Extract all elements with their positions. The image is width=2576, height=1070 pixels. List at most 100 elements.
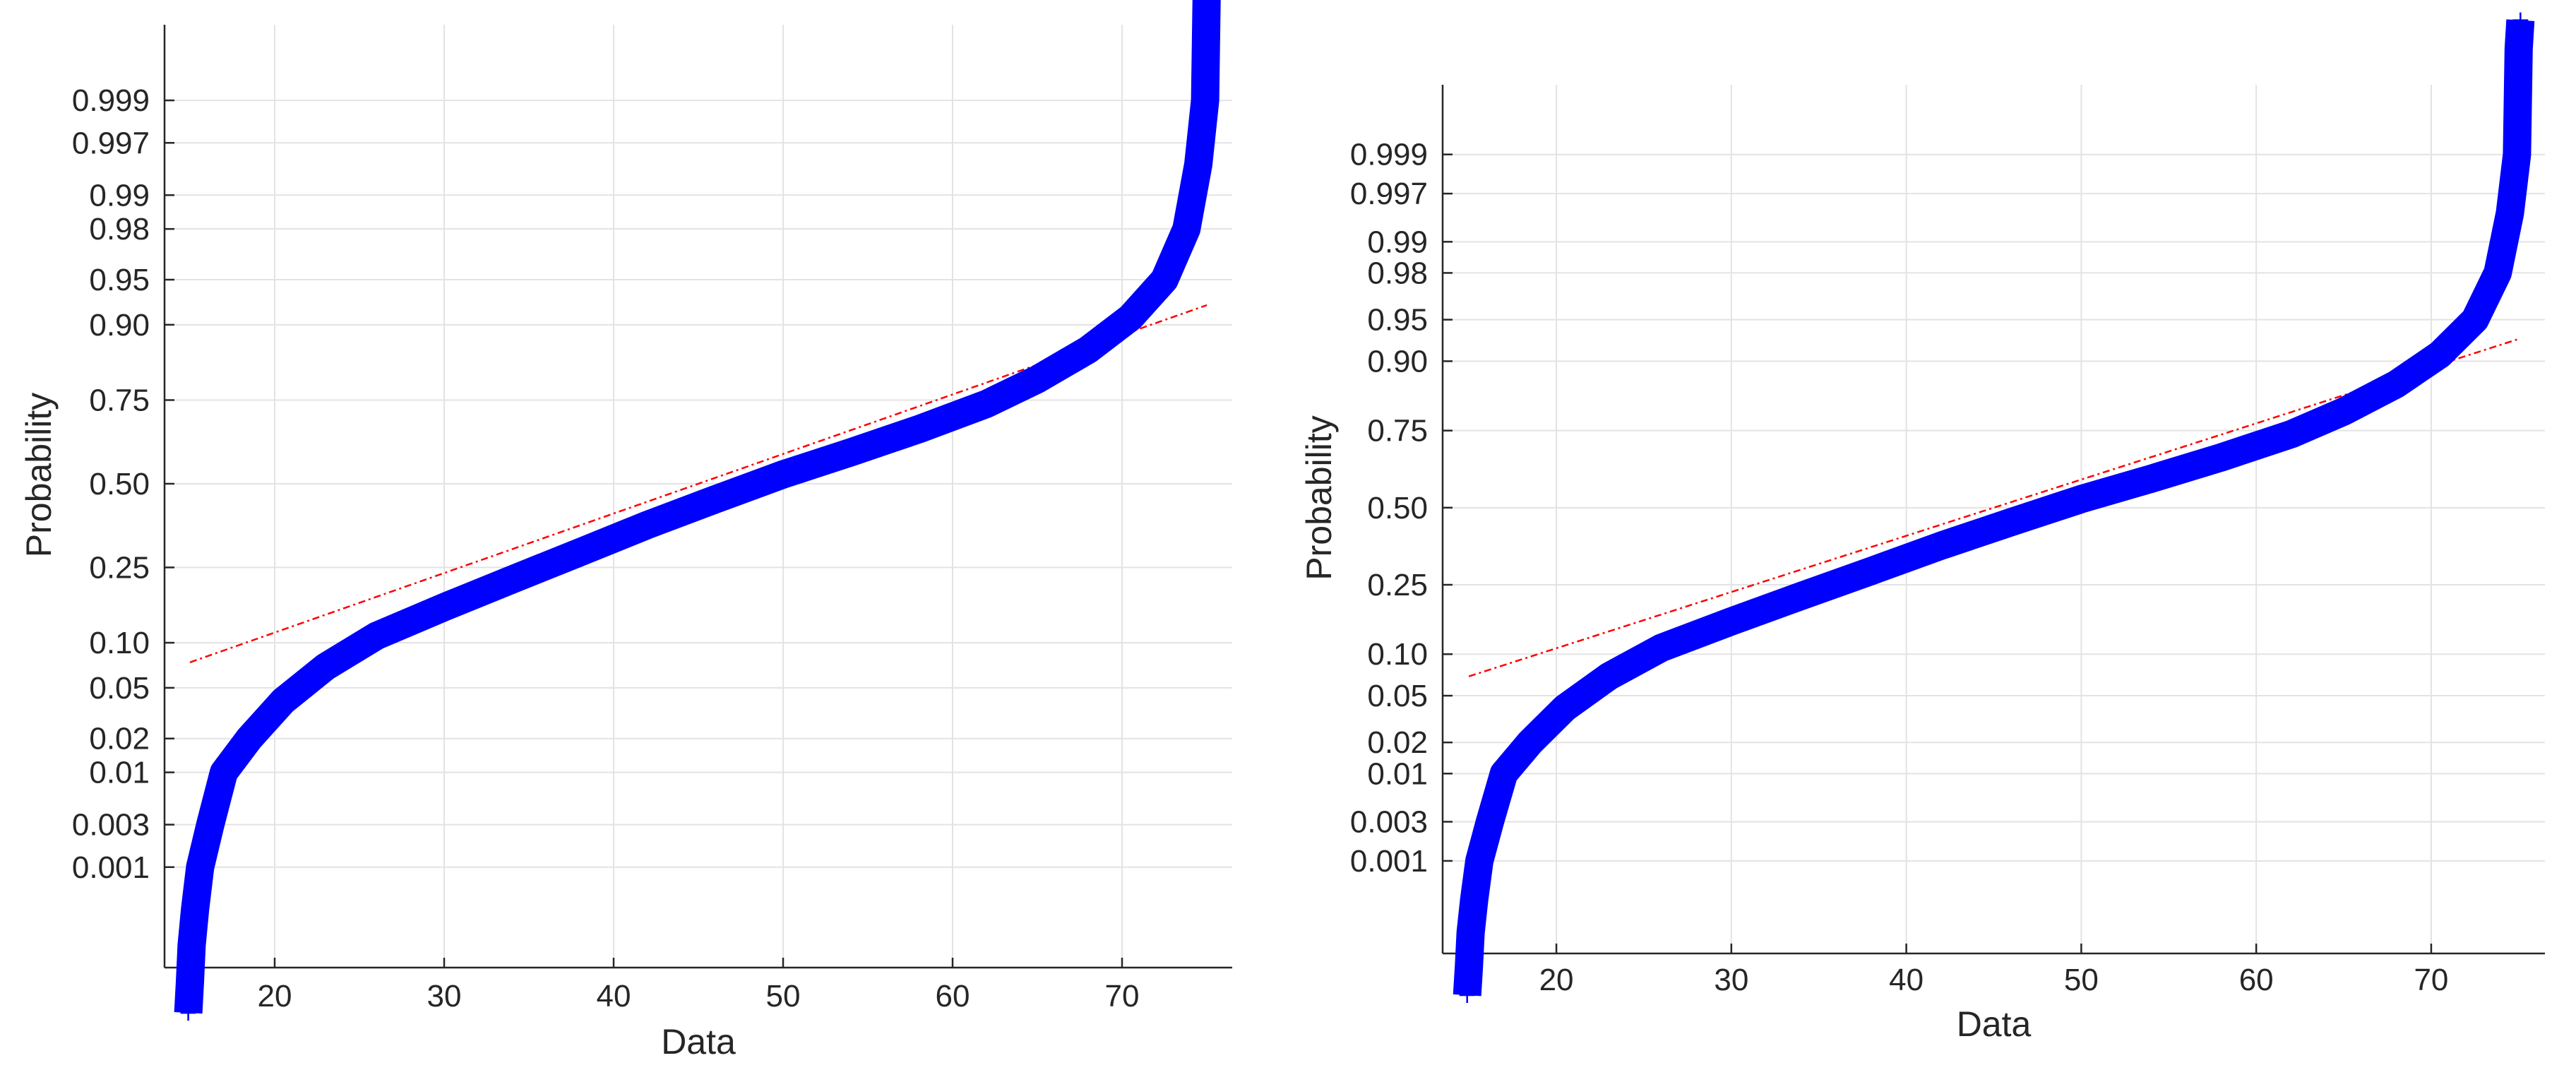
data-point — [1481, 814, 1498, 830]
data-point — [242, 730, 257, 747]
data-point — [2490, 265, 2506, 281]
data-series-line — [174, 0, 1221, 1014]
data-markers — [1459, 12, 2529, 1004]
data-point — [911, 421, 926, 437]
y-tick-label: 0.25 — [89, 550, 150, 585]
y-tick-label: 0.01 — [1367, 756, 1428, 791]
y-tick-label: 0.10 — [1367, 637, 1428, 672]
data-point — [1933, 537, 1950, 554]
data-point — [1472, 852, 1488, 869]
y-axis-label: Probability — [19, 393, 59, 557]
y-tick-label: 0.10 — [89, 626, 150, 660]
y-tick-label: 0.003 — [1350, 805, 1428, 840]
data-point — [1080, 342, 1096, 358]
y-tick-label: 0.05 — [1367, 679, 1428, 713]
data-point — [182, 973, 198, 989]
data-point — [1496, 766, 1512, 782]
data-point — [2432, 346, 2448, 362]
x-tick-label: 20 — [1539, 963, 1574, 997]
data-point — [275, 693, 291, 709]
y-tick-label: 0.999 — [72, 83, 150, 118]
data-point — [640, 517, 655, 533]
data-point — [318, 659, 333, 675]
y-tick-label: 0.50 — [1367, 491, 1428, 525]
y-tick-label: 0.50 — [89, 467, 150, 501]
data-point — [1723, 613, 1739, 629]
data-point — [572, 545, 588, 561]
y-tick-label: 0.001 — [72, 850, 150, 885]
data-point — [202, 816, 218, 833]
data-point — [979, 396, 994, 412]
probability-plot-right: 20 30 40 50 60 70 0.001 0.003 0.010.02 0.05 0.10 0.… — [1299, 12, 2545, 1044]
y-tick-label: 0.999 — [1350, 138, 1428, 172]
y-tick-label: 0.90 — [1367, 344, 1428, 379]
x-tick-label: 40 — [597, 979, 631, 1013]
y-tick-label: 0.02 — [89, 722, 150, 756]
data-point — [1459, 987, 1475, 1004]
y-tick-label: 0.75 — [89, 383, 150, 417]
data-point — [1030, 371, 1045, 388]
x-axis-label: Data — [1957, 1004, 2032, 1044]
y-tick-label: 0.99 — [89, 178, 150, 213]
data-point — [775, 466, 791, 482]
data-point — [708, 492, 723, 508]
data-point — [1601, 668, 1617, 684]
data-point — [1557, 700, 1573, 716]
data-point — [1462, 925, 1479, 941]
data-point — [187, 901, 203, 917]
data-point — [216, 764, 232, 780]
x-tick-label: 30 — [427, 979, 462, 1013]
data-point — [180, 1005, 196, 1021]
y-tick-label: 0.25 — [1367, 568, 1428, 602]
data-point — [2512, 12, 2529, 28]
gridlines — [1443, 85, 2545, 953]
y-tick-label: 0.95 — [89, 263, 150, 297]
data-point — [2467, 311, 2483, 328]
x-tick-label: 60 — [2239, 963, 2274, 997]
y-tick-label: 0.001 — [1350, 844, 1428, 879]
data-point — [2336, 403, 2352, 420]
data-point — [2283, 426, 2299, 442]
probability-plot-left: 20 30 40 50 60 70 0.001 0.003 0.010.02 0.05 0.10 0.… — [19, 0, 1232, 1062]
x-tick-label: 70 — [1105, 979, 1140, 1013]
data-point — [436, 599, 452, 615]
x-tick-label: 50 — [766, 979, 801, 1013]
y-tick-label: 0.003 — [72, 808, 150, 843]
y-tick-label: 0.90 — [89, 308, 150, 343]
y-tick-label: 0.75 — [1367, 414, 1428, 448]
data-point — [2502, 205, 2518, 221]
y-tick-label: 0.99 — [1367, 225, 1428, 259]
data-point — [1864, 563, 1880, 579]
x-tick-label: 70 — [2414, 963, 2448, 997]
data-point — [184, 937, 200, 953]
y-tick-label: 0.01 — [89, 756, 150, 790]
x-tick-label: 30 — [1714, 963, 1748, 997]
data-point — [1522, 735, 1538, 751]
data-point — [1461, 958, 1477, 975]
x-tick-label: 50 — [2064, 963, 2099, 997]
y-tick-label: 0.997 — [72, 126, 150, 160]
y-tick-label: 0.05 — [89, 671, 150, 706]
data-markers — [180, 93, 1213, 1021]
reference-line — [1468, 338, 2520, 677]
data-point — [843, 444, 859, 460]
y-tick-label: 0.997 — [1350, 177, 1428, 211]
data-point — [1157, 272, 1172, 288]
data-point — [1179, 221, 1195, 237]
data-point — [2003, 514, 2020, 530]
data-point — [192, 859, 208, 875]
data-point — [2073, 491, 2089, 507]
data-point — [1197, 93, 1213, 109]
y-tick-label: 0.98 — [89, 212, 150, 246]
data-point — [2213, 449, 2229, 465]
y-tick-label: 0.98 — [1367, 256, 1428, 290]
data-point — [2510, 41, 2527, 57]
data-point — [2509, 146, 2525, 162]
x-axis-label: Data — [661, 1022, 736, 1062]
x-tick-label: 40 — [1889, 963, 1924, 997]
data-point — [1793, 588, 1809, 604]
data-point — [2388, 376, 2404, 392]
data-point — [1653, 640, 1669, 656]
y-tick-label: 0.95 — [1367, 303, 1428, 338]
